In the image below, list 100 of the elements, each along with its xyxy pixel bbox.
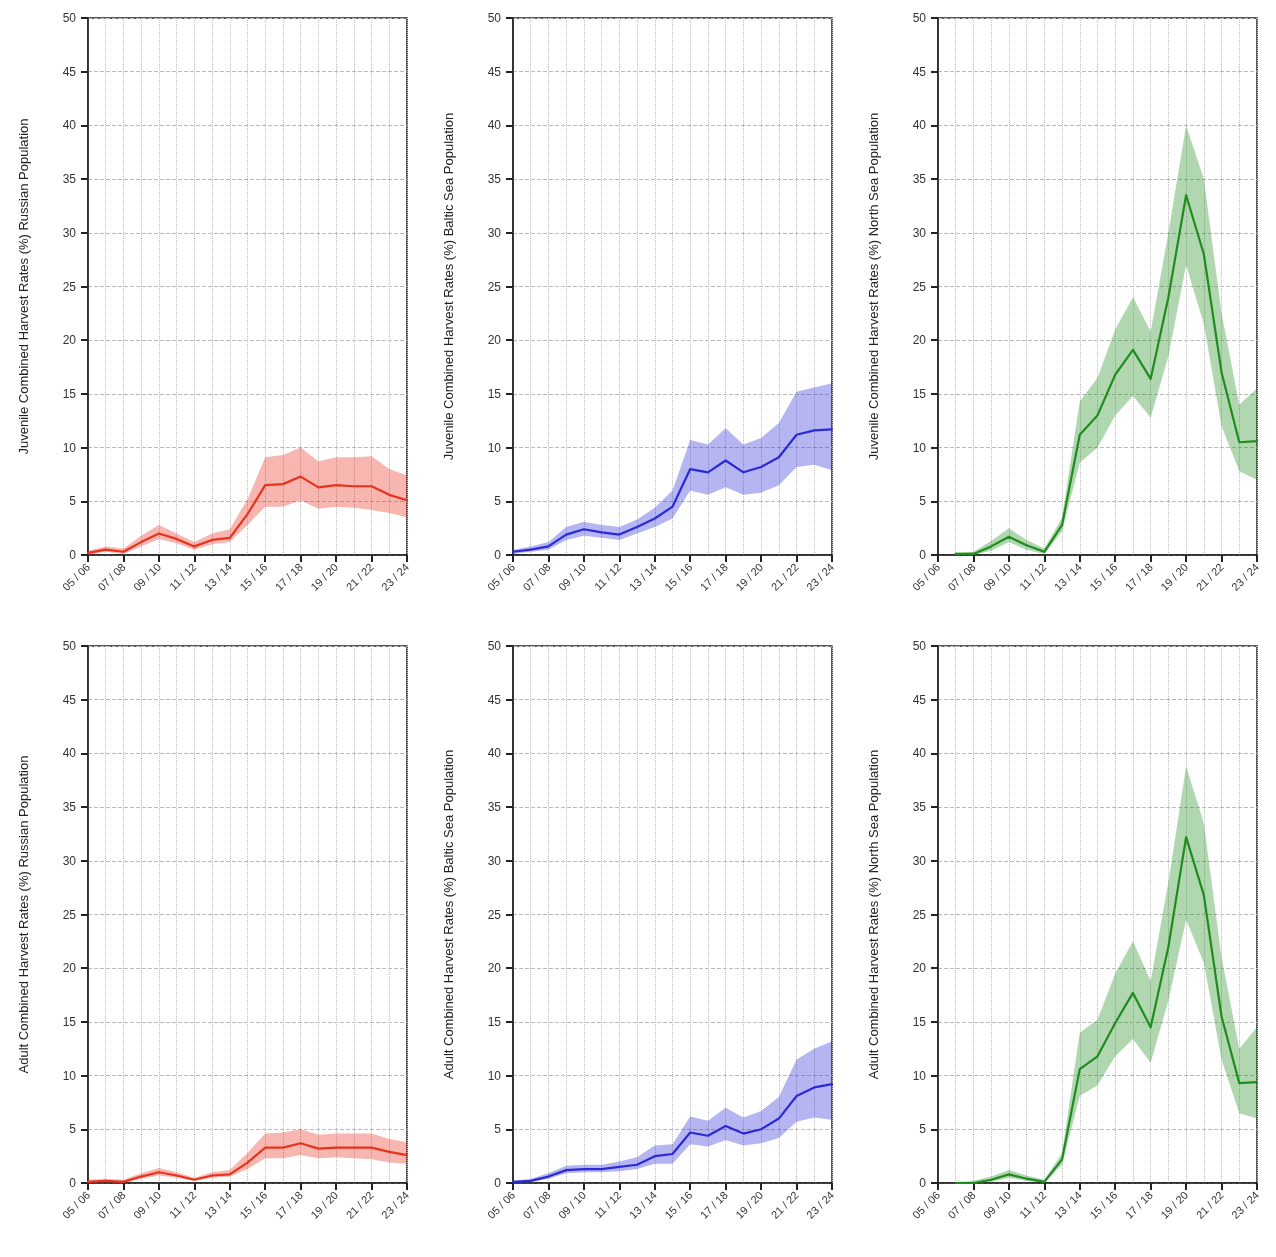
y-tick-label: 0 [919, 548, 927, 562]
x-tick-label: 23 / 24 [379, 560, 412, 593]
y-tick-label: 40 [62, 746, 77, 761]
y-tick-label: 25 [912, 907, 927, 922]
x-tick-label: 05 / 06 [910, 560, 943, 593]
x-tick-label: 13 / 14 [201, 560, 235, 593]
y-tick-label: 25 [62, 907, 77, 922]
x-tick-label: 07 / 08 [945, 1188, 978, 1221]
x-tick-label: 23 / 24 [1229, 1188, 1262, 1221]
y-tick-label: 20 [912, 333, 927, 348]
y-tick-label: 30 [487, 853, 502, 868]
y-tick-label: 10 [912, 440, 927, 455]
y-tick-label: 15 [912, 386, 927, 401]
y-tick-label: 10 [487, 1068, 502, 1083]
x-tick-label: 09 / 10 [130, 1188, 164, 1221]
y-tick-label: 50 [912, 639, 927, 653]
y-tick-label: 0 [494, 1176, 502, 1190]
y-tick-label: 5 [69, 1122, 77, 1137]
x-tick-label: 05 / 06 [485, 1188, 518, 1221]
x-tick-label: 05 / 06 [60, 560, 93, 593]
x-tick-label: 15 / 16 [1087, 1188, 1120, 1221]
x-tick-label: 07 / 08 [945, 560, 978, 593]
x-tick-label: 09 / 10 [980, 1188, 1014, 1221]
x-tick-label: 17 / 18 [1122, 560, 1155, 593]
y-tick-label: 40 [912, 746, 927, 761]
line-series [954, 194, 1259, 556]
y-tick-label: 20 [912, 961, 927, 976]
x-tick-label: 11 / 12 [166, 560, 199, 593]
x-tick-label: 13 / 14 [1051, 1188, 1085, 1221]
x-tick-label: 05 / 06 [910, 1188, 943, 1221]
x-tick-label: 13 / 14 [626, 560, 660, 593]
y-tick-label: 40 [487, 118, 502, 133]
x-tick-label: 07 / 08 [520, 560, 553, 593]
y-tick-label: 25 [912, 279, 927, 294]
y-tick-label: 40 [487, 746, 502, 761]
y-tick-label: 45 [487, 64, 502, 79]
x-tick-label: 21 / 22 [1193, 1188, 1226, 1221]
y-tick-label: 40 [912, 118, 927, 133]
y-tick-label: 25 [487, 279, 502, 294]
x-tick-label: 19 / 20 [1158, 560, 1191, 593]
x-tick-label: 21 / 22 [343, 560, 376, 593]
x-tick-label: 23 / 24 [1229, 560, 1262, 593]
x-tick-label: 13 / 14 [626, 1188, 660, 1221]
x-tick-label: 13 / 14 [201, 1188, 235, 1221]
x-tick-label: 15 / 16 [237, 1188, 270, 1221]
x-tick-label: 21 / 22 [768, 1188, 801, 1221]
x-tick-label: 21 / 22 [1193, 560, 1226, 593]
y-tick-label: 0 [69, 548, 77, 562]
x-tick-label: 07 / 08 [95, 1188, 128, 1221]
y-tick-label: 5 [494, 1122, 502, 1137]
x-tick-label: 13 / 14 [1051, 560, 1085, 593]
x-tick-label: 09 / 10 [555, 560, 589, 593]
y-tick-label: 20 [62, 961, 77, 976]
x-tick-label: 09 / 10 [555, 1188, 589, 1221]
x-tick-label: 05 / 06 [485, 560, 518, 593]
x-tick-label: 19 / 20 [1158, 1188, 1191, 1221]
x-tick-label: 11 / 12 [591, 560, 624, 593]
y-tick-label: 0 [919, 1176, 927, 1190]
y-tick-label: 0 [69, 1176, 77, 1190]
x-tick-label: 11 / 12 [1016, 1188, 1049, 1221]
x-tick-label: 09 / 10 [130, 560, 164, 593]
y-tick-label: 5 [919, 1122, 927, 1137]
y-tick-label: 30 [912, 225, 927, 240]
y-tick-label: 50 [62, 11, 77, 25]
y-tick-label: 5 [69, 494, 77, 509]
y-tick-label: 10 [912, 1068, 927, 1083]
y-tick-label: 35 [62, 800, 77, 815]
y-tick-label: 0 [494, 548, 502, 562]
x-tick-label: 23 / 24 [804, 1188, 837, 1221]
y-tick-label: 35 [487, 800, 502, 815]
y-tick-label: 45 [62, 64, 77, 79]
y-axis-title: Adult Combined Harvest Rates (%) Baltic Sea Population [441, 749, 456, 1080]
x-tick-label: 21 / 22 [343, 1188, 376, 1221]
y-tick-label: 35 [62, 172, 77, 187]
y-tick-label: 15 [62, 1014, 77, 1029]
x-tick-label: 07 / 08 [520, 1188, 553, 1221]
x-tick-label: 07 / 08 [95, 560, 128, 593]
y-tick-label: 5 [919, 494, 927, 509]
y-tick-label: 50 [62, 639, 77, 653]
y-tick-label: 25 [487, 907, 502, 922]
y-tick-label: 20 [487, 961, 502, 976]
y-axis-title: Juvenile Combined Harvest Rates (%) Russian Population [16, 118, 31, 455]
y-tick-label: 50 [912, 11, 927, 25]
y-tick-label: 25 [62, 279, 77, 294]
x-tick-label: 21 / 22 [768, 560, 801, 593]
y-tick-label: 10 [487, 440, 502, 455]
y-tick-label: 15 [487, 1014, 502, 1029]
y-tick-label: 45 [912, 64, 927, 79]
y-tick-label: 5 [494, 494, 502, 509]
x-tick-label: 17 / 18 [697, 560, 730, 593]
y-tick-label: 15 [487, 386, 502, 401]
y-tick-label: 20 [62, 333, 77, 348]
y-tick-label: 35 [487, 172, 502, 187]
x-tick-label: 19 / 20 [308, 1188, 341, 1221]
x-tick-label: 11 / 12 [1016, 560, 1049, 593]
y-tick-label: 30 [62, 853, 77, 868]
y-tick-label: 35 [912, 800, 927, 815]
x-tick-label: 09 / 10 [980, 560, 1014, 593]
x-tick-label: 15 / 16 [662, 560, 695, 593]
x-tick-label: 17 / 18 [697, 1188, 730, 1221]
